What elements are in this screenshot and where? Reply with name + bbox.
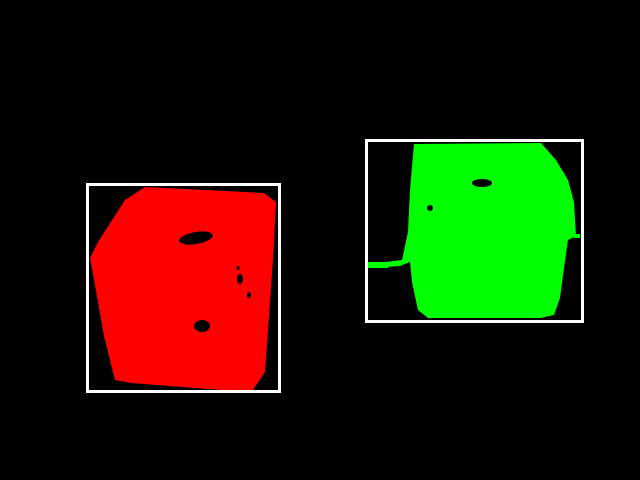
green-cube-speckle	[368, 262, 388, 268]
green-cube-speckle	[574, 234, 580, 238]
red-object-bounding-box[interactable]	[86, 183, 281, 393]
red-cube-hole	[247, 292, 251, 298]
green-object-bounding-box[interactable]	[365, 139, 584, 323]
red-cube-hole	[179, 231, 213, 245]
red-cube-shape	[90, 187, 276, 390]
red-cube-hole	[194, 320, 210, 332]
green-cube-hole	[472, 179, 492, 187]
red-cube-hole	[236, 266, 240, 270]
red-cube-hole	[237, 274, 243, 284]
green-cube-shape	[370, 143, 576, 318]
green-cube-hole	[427, 205, 433, 211]
